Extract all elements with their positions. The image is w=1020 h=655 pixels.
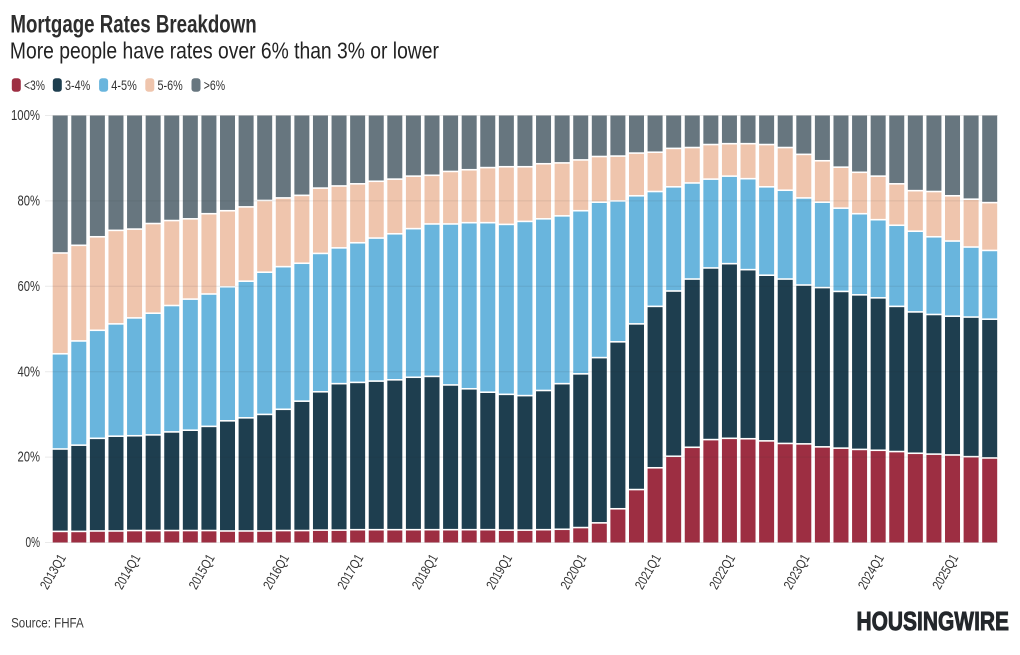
svg-text:Source: FHFA: Source: FHFA — [11, 614, 84, 630]
svg-text:4-5%: 4-5% — [111, 78, 137, 93]
svg-text:60%: 60% — [18, 278, 41, 295]
svg-text:Mortgage Rates Breakdown: Mortgage Rates Breakdown — [10, 11, 256, 39]
svg-text:80%: 80% — [18, 193, 41, 210]
svg-text:100%: 100% — [11, 107, 40, 124]
svg-text:>6%: >6% — [204, 78, 225, 93]
svg-text:HOUSINGWIRE: HOUSINGWIRE — [857, 606, 1010, 636]
svg-text:3-4%: 3-4% — [65, 78, 90, 93]
svg-text:<3%: <3% — [24, 78, 45, 93]
svg-text:5-6%: 5-6% — [158, 78, 183, 93]
svg-text:More people have rates over 6%: More people have rates over 6% than 3% o… — [10, 38, 439, 64]
svg-text:20%: 20% — [18, 449, 41, 466]
svg-text:40%: 40% — [18, 363, 41, 380]
svg-text:0%: 0% — [26, 534, 41, 551]
